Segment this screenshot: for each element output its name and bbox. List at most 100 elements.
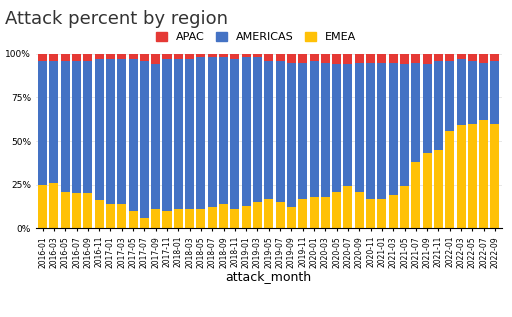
- Bar: [321, 54, 330, 62]
- Bar: [140, 218, 149, 228]
- Bar: [355, 63, 364, 191]
- Bar: [332, 54, 341, 64]
- Bar: [355, 191, 364, 228]
- Bar: [400, 54, 409, 64]
- Bar: [106, 54, 115, 59]
- Bar: [275, 202, 285, 228]
- Bar: [457, 125, 465, 228]
- Legend: APAC, AMERICAS, EMEA: APAC, AMERICAS, EMEA: [152, 28, 360, 47]
- Bar: [332, 191, 341, 228]
- Bar: [38, 184, 47, 228]
- Bar: [151, 54, 160, 64]
- Bar: [389, 54, 398, 62]
- Bar: [106, 59, 115, 204]
- Bar: [174, 209, 183, 228]
- Bar: [434, 54, 443, 61]
- Bar: [242, 205, 251, 228]
- Bar: [468, 124, 477, 228]
- Bar: [83, 193, 92, 228]
- Bar: [479, 54, 488, 62]
- Bar: [490, 54, 500, 61]
- Bar: [389, 62, 398, 195]
- Bar: [366, 62, 375, 198]
- Bar: [355, 54, 364, 62]
- Bar: [83, 61, 92, 193]
- Bar: [219, 57, 228, 204]
- Bar: [61, 54, 70, 61]
- Bar: [253, 202, 262, 228]
- Bar: [344, 54, 352, 64]
- Bar: [38, 54, 47, 61]
- Bar: [264, 54, 273, 61]
- Bar: [490, 61, 500, 124]
- Bar: [422, 153, 432, 228]
- Bar: [129, 59, 138, 211]
- Bar: [479, 62, 488, 120]
- Bar: [38, 61, 47, 184]
- Bar: [344, 186, 352, 228]
- Bar: [140, 54, 149, 61]
- Bar: [174, 54, 183, 59]
- Bar: [400, 186, 409, 228]
- Bar: [185, 54, 194, 59]
- Bar: [72, 54, 81, 61]
- Bar: [219, 54, 228, 57]
- Bar: [264, 198, 273, 228]
- Bar: [264, 61, 273, 198]
- Bar: [72, 193, 81, 228]
- Bar: [242, 57, 251, 205]
- Bar: [117, 54, 126, 59]
- Bar: [445, 54, 454, 61]
- Bar: [332, 64, 341, 191]
- Bar: [230, 59, 240, 209]
- Bar: [50, 183, 58, 228]
- Bar: [366, 198, 375, 228]
- Bar: [366, 54, 375, 62]
- Bar: [275, 61, 285, 202]
- Bar: [287, 62, 296, 207]
- Bar: [321, 63, 330, 197]
- Bar: [162, 59, 172, 211]
- Bar: [151, 64, 160, 209]
- Bar: [117, 59, 126, 204]
- Bar: [50, 54, 58, 61]
- Bar: [95, 54, 104, 59]
- Bar: [310, 54, 318, 61]
- Bar: [106, 204, 115, 228]
- Bar: [208, 54, 217, 57]
- X-axis label: attack_month: attack_month: [226, 270, 312, 283]
- Bar: [411, 162, 420, 228]
- Bar: [490, 124, 500, 228]
- Bar: [411, 62, 420, 162]
- Bar: [287, 54, 296, 62]
- Bar: [129, 54, 138, 59]
- Bar: [377, 198, 387, 228]
- Bar: [197, 57, 205, 209]
- Bar: [208, 207, 217, 228]
- Bar: [377, 62, 387, 198]
- Bar: [422, 54, 432, 64]
- Bar: [468, 54, 477, 61]
- Bar: [242, 54, 251, 57]
- Bar: [197, 54, 205, 57]
- Bar: [434, 61, 443, 150]
- Bar: [95, 59, 104, 200]
- Bar: [83, 54, 92, 61]
- Bar: [72, 61, 81, 193]
- Bar: [400, 64, 409, 186]
- Bar: [208, 57, 217, 207]
- Bar: [422, 64, 432, 153]
- Bar: [275, 54, 285, 61]
- Bar: [197, 209, 205, 228]
- Bar: [185, 209, 194, 228]
- Bar: [389, 195, 398, 228]
- Bar: [377, 54, 387, 62]
- Bar: [457, 54, 465, 59]
- Bar: [185, 59, 194, 209]
- Bar: [230, 54, 240, 59]
- Bar: [457, 59, 465, 125]
- Bar: [61, 61, 70, 191]
- Text: Attack percent by region: Attack percent by region: [5, 10, 228, 28]
- Bar: [445, 131, 454, 228]
- Bar: [310, 197, 318, 228]
